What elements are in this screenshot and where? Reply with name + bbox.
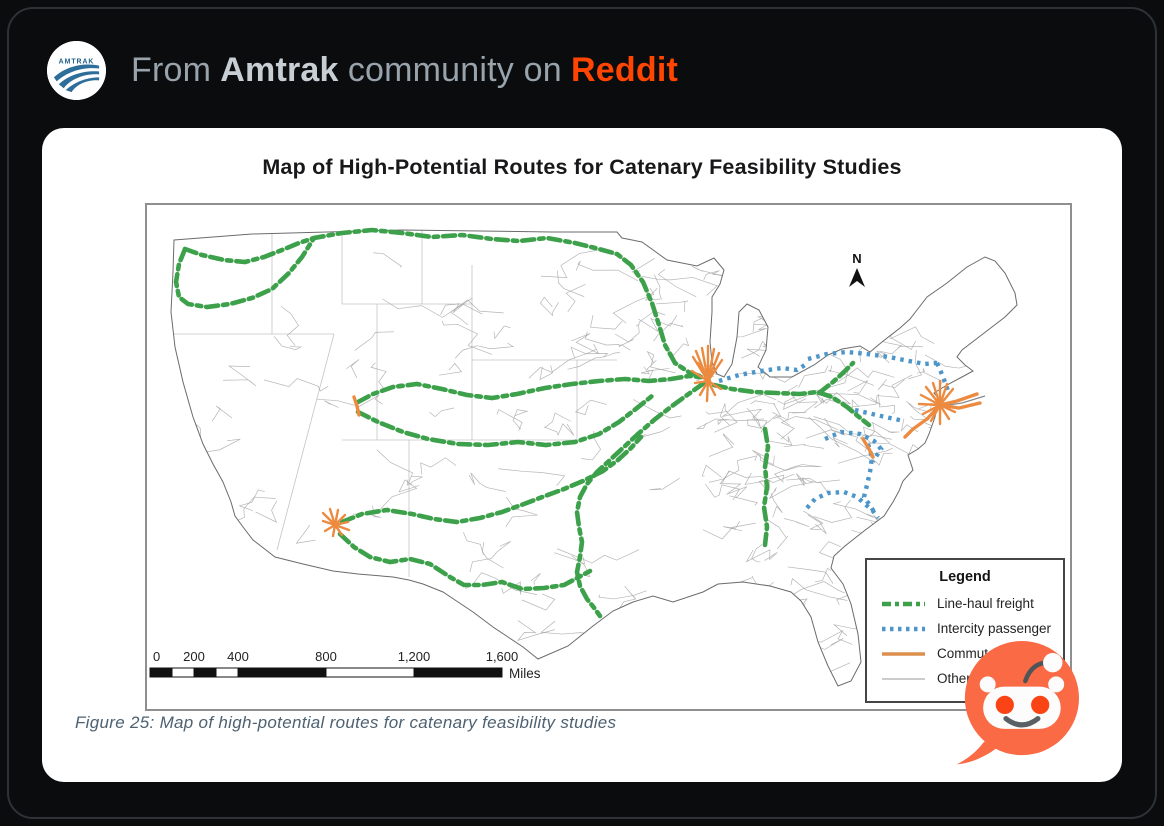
attribution-middle: community on: [347, 51, 562, 89]
svg-text:Miles: Miles: [509, 666, 541, 681]
legend-item-other: Other: [867, 666, 1063, 691]
reddit-snoo-icon: [950, 633, 1087, 770]
legend-label: Line-haul freight: [937, 596, 1034, 611]
reddit-brand: Reddit: [571, 51, 679, 89]
svg-text:400: 400: [227, 649, 249, 664]
svg-text:1,600: 1,600: [486, 649, 519, 664]
freight-line-swatch: [882, 601, 925, 606]
commuter-line-swatch: [882, 651, 925, 656]
svg-text:0: 0: [153, 649, 160, 664]
amtrak-avatar: AMTRAK: [47, 41, 106, 100]
legend-label: Intercity passenger: [937, 621, 1052, 636]
attribution-header: AMTRAK From Amtrak community on Reddit: [47, 41, 678, 100]
svg-text:N: N: [852, 251, 861, 266]
attribution-text: From Amtrak community on Reddit: [131, 51, 678, 90]
figure-title: Map of High-Potential Routes for Catenar…: [262, 155, 902, 179]
map-canvas: N 0 200 400 800 1,200 1,600 Miles: [149, 227, 1018, 687]
svg-text:AMTRAK: AMTRAK: [59, 59, 95, 66]
legend-label: Other: [937, 671, 971, 686]
legend-title: Legend: [939, 569, 991, 585]
svg-text:200: 200: [183, 649, 205, 664]
svg-text:1,200: 1,200: [398, 649, 431, 664]
amtrak-logo-icon: AMTRAK: [47, 41, 106, 100]
figure-card: Map of High-Potential Routes for Catenar…: [42, 128, 1122, 782]
us-rail-map: N 0 200 400 800 1,200 1,600 Miles Legend Line-h…: [145, 203, 1072, 711]
community-name: Amtrak: [220, 51, 339, 89]
legend-item-freight: Line-haul freight: [867, 591, 1063, 616]
figure-caption: Figure 25: Map of high-potential routes …: [75, 713, 617, 732]
legend-item-passenger: Intercity passenger: [867, 616, 1063, 641]
passenger-line-swatch: [882, 626, 925, 631]
attribution-prefix: From: [131, 51, 212, 89]
other-line-swatch: [882, 677, 925, 680]
svg-text:800: 800: [315, 649, 337, 664]
